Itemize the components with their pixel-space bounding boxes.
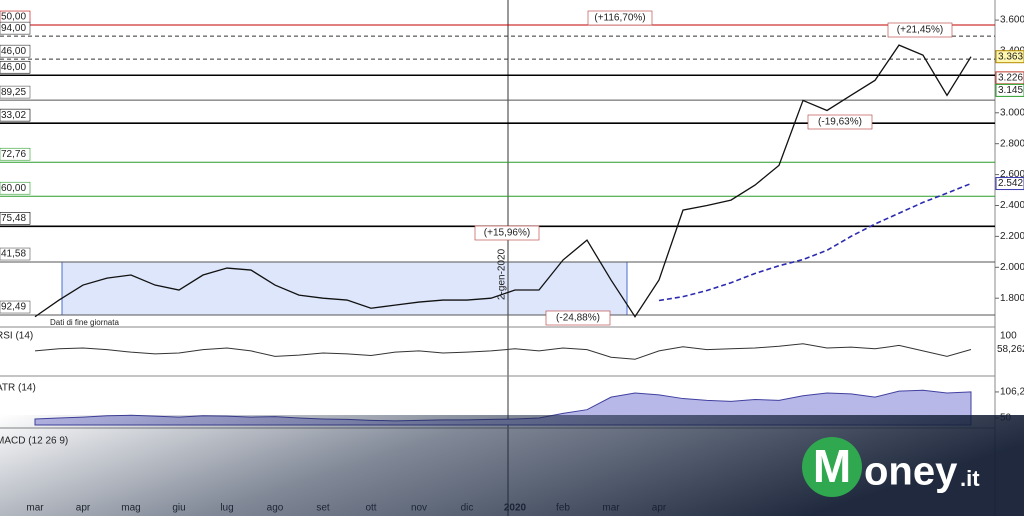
logo-m: M (813, 440, 851, 492)
rsi-value: 58,262 (997, 344, 1024, 355)
y-tick-label: 3.000 (1000, 107, 1024, 118)
annotation: (-24,88%) (556, 313, 600, 324)
logo-suffix: .it (960, 466, 980, 491)
price-tag-label: 3.145 (998, 85, 1023, 96)
level-label: 41,58 (1, 249, 26, 260)
atr-tick-label: 106,28 (1000, 387, 1024, 398)
level-box (0, 60, 31, 74)
logo-text: oney (864, 450, 958, 494)
level-label: 92,49 (1, 302, 26, 313)
level-label: 46,00 (1, 46, 26, 57)
price-tag (995, 71, 1024, 85)
level-label: 33,02 (1, 110, 26, 121)
level-box (0, 21, 31, 35)
level-label: 75,48 (1, 213, 26, 224)
logo: M oney .it (802, 437, 980, 497)
range-box (61, 261, 628, 316)
level-box (0, 85, 31, 99)
panel-title: RSI (14) (0, 331, 33, 342)
annotation-box (474, 225, 540, 241)
annotation: (+21,45%) (897, 25, 943, 36)
level-box (0, 212, 31, 225)
level-box (0, 247, 31, 261)
y-tick-label: 2.600 (1000, 169, 1024, 180)
price-line (658, 182, 972, 302)
logo-circle (802, 437, 862, 497)
annotation: (+116,70%) (594, 13, 645, 24)
y-tick-label: 2.400 (1000, 200, 1024, 211)
annotation-box (887, 22, 953, 38)
y-tick-label: 2.800 (1000, 138, 1024, 149)
annotation-box (587, 10, 653, 26)
level-label: 50,00 (1, 12, 26, 23)
level-label: 72,76 (1, 149, 26, 160)
price-tag-label: 3.363 (998, 51, 1023, 62)
annotation-box (807, 114, 873, 130)
annotation: (+15,96%) (484, 228, 530, 239)
annotation: Dati di fine giornata (50, 318, 119, 327)
level-label: 94,00 (1, 23, 26, 34)
price-tag (995, 177, 1024, 191)
level-box (0, 44, 31, 58)
price-tag (995, 50, 1024, 64)
level-box (0, 300, 31, 314)
y-tick-label: 1.800 (1000, 293, 1024, 304)
level-box (0, 147, 31, 161)
y-tick-label: 3.600 (1000, 15, 1024, 26)
y-tick-label: 2.200 (1000, 231, 1024, 242)
price-tag-label: 2.542 (998, 178, 1023, 189)
level-box (0, 181, 31, 195)
panel-title: ATR (14) (0, 383, 36, 394)
annotation-box (545, 310, 611, 326)
rsi-top: 100 (1000, 331, 1017, 342)
level-label: 89,25 (1, 87, 26, 98)
date-label: 2-gen-2020 (497, 248, 508, 300)
rsi-line (34, 343, 972, 360)
price-tag-label: 3.226 (998, 73, 1023, 84)
price-tag (995, 83, 1024, 97)
level-box (0, 108, 31, 122)
y-tick-label: 2.000 (1000, 262, 1024, 273)
level-label: 60,00 (1, 183, 26, 194)
price-line (34, 44, 972, 318)
annotation: (-19,63%) (818, 117, 862, 128)
level-label: 46,00 (1, 62, 26, 73)
